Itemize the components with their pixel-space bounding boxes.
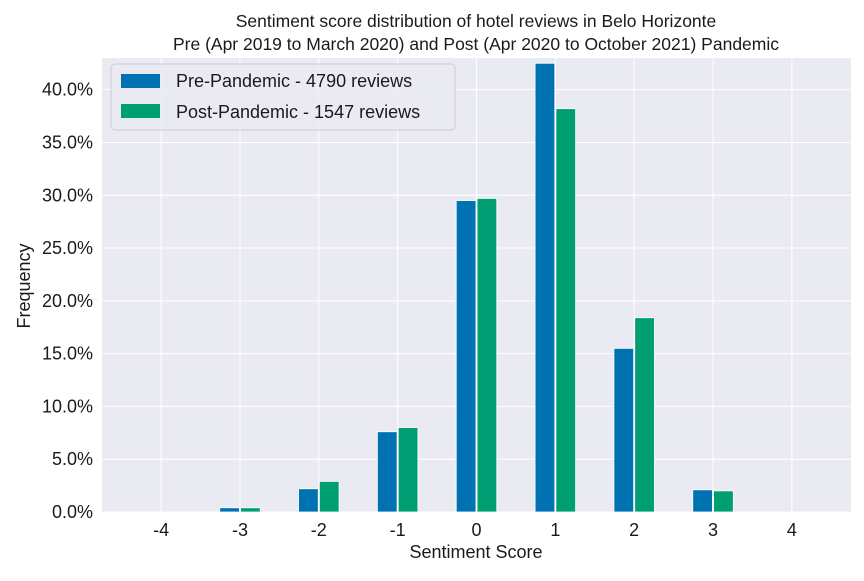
x-tick-label: 2	[629, 520, 639, 540]
legend-box	[110, 63, 456, 131]
bar-post--1	[397, 427, 419, 513]
y-tick-label: 25.0%	[42, 238, 93, 258]
y-tick-labels: 0.0% 5.0% 10.0% 15.0% 20.0% 25.0% 30.0% 35.0% 40…	[42, 80, 93, 522]
legend: Pre-Pandemic - 4790 reviews Post-Pandemi…	[110, 63, 456, 131]
legend-swatch-post-pandemic	[121, 104, 160, 118]
legend-swatch-pre-pandemic	[121, 74, 160, 88]
chart-title-line-1: Sentiment score distribution of hotel re…	[236, 11, 717, 31]
x-tick-label: 1	[550, 520, 560, 540]
x-tick-label: 4	[787, 520, 797, 540]
bar-post-2	[634, 317, 655, 513]
bar-post-1	[555, 108, 577, 513]
chart-title-line-2: Pre (Apr 2019 to March 2020) and Post (A…	[173, 34, 779, 54]
y-tick-label: 15.0%	[42, 344, 93, 364]
y-tick-label: 5.0%	[52, 449, 93, 469]
bar-pre--1	[376, 431, 398, 513]
x-axis-label: Sentiment Score	[409, 542, 542, 562]
bar-post-0	[476, 198, 498, 513]
bar-post--2	[318, 480, 340, 513]
bar-pre-3	[692, 489, 713, 513]
y-tick-label: 20.0%	[42, 291, 93, 311]
x-tick-label: -4	[153, 520, 169, 540]
x-tick-labels: -4 -3 -2 -1 0 1 2 3 4	[153, 520, 797, 540]
x-tick-label: 3	[708, 520, 718, 540]
bar-pre-1	[534, 62, 556, 513]
y-axis-label: Frequency	[14, 243, 34, 328]
y-tick-label: 35.0%	[42, 132, 93, 152]
y-tick-label: 30.0%	[42, 185, 93, 205]
x-tick-label: -1	[390, 520, 406, 540]
legend-label-pre-pandemic: Pre-Pandemic - 4790 reviews	[176, 71, 412, 91]
bar-pre-0	[455, 200, 477, 513]
bar-pre--3	[219, 507, 240, 513]
y-tick-label: 40.0%	[42, 80, 93, 100]
legend-label-post-pandemic: Post-Pandemic - 1547 reviews	[176, 102, 420, 122]
x-tick-label: -2	[311, 520, 327, 540]
bar-post--3	[240, 507, 261, 513]
bar-pre-2	[613, 347, 635, 513]
bar-post-3	[713, 490, 734, 513]
bars	[219, 62, 734, 513]
x-tick-label: -3	[232, 520, 248, 540]
x-tick-label: 0	[471, 520, 481, 540]
y-tick-label: 10.0%	[42, 396, 93, 416]
bar-pre--2	[298, 488, 319, 513]
y-tick-label: 0.0%	[52, 502, 93, 522]
